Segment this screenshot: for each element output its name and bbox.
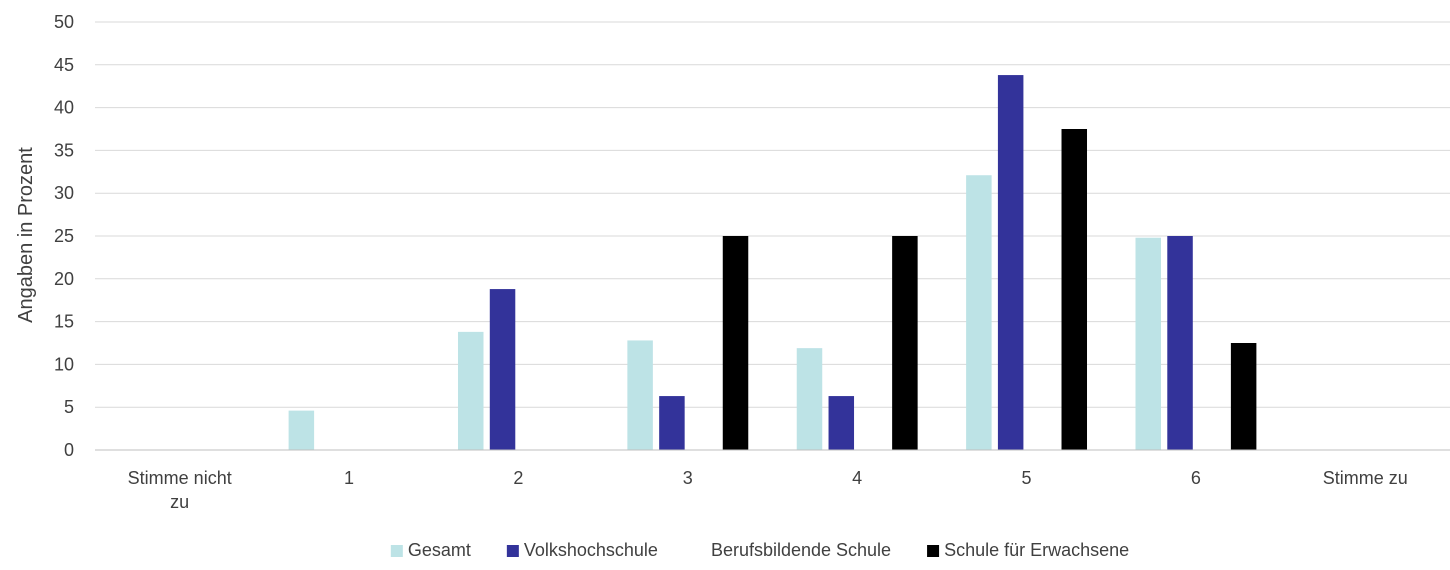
- y-tick-label: 25: [54, 226, 74, 246]
- x-tick-label: 5: [1022, 468, 1032, 488]
- bar-schule-f-r-erwachsene-4: [892, 236, 918, 450]
- legend-label: Berufsbildende Schule: [711, 540, 891, 560]
- x-tick-label: 3: [683, 468, 693, 488]
- x-tick-label: zu: [170, 492, 189, 512]
- bar-gesamt-4: [796, 348, 823, 450]
- y-tick-label: 30: [54, 183, 74, 203]
- bar-schule-f-r-erwachsene-3: [722, 236, 749, 450]
- gridlines: [95, 21, 1450, 408]
- y-tick-label: 0: [64, 440, 74, 460]
- x-tick-label: 2: [513, 468, 523, 488]
- legend-swatch: [390, 545, 403, 557]
- bar-gesamt-5: [966, 175, 992, 450]
- legend-label: Schule für Erwachsene: [944, 540, 1129, 560]
- bar-volkshochschule-6: [1167, 236, 1193, 450]
- bar-gesamt-2: [457, 331, 484, 450]
- bar-volkshochschule-2: [489, 289, 516, 450]
- legend-item: Schule für Erwachsene: [927, 540, 1129, 560]
- y-axis-title: Angaben in Prozent: [15, 147, 37, 323]
- y-tick-label: 50: [54, 12, 74, 32]
- legend-item: Volkshochschule: [506, 540, 658, 560]
- legend-label: Gesamt: [408, 540, 471, 560]
- x-tick-label: 4: [852, 468, 862, 488]
- legend-swatch: [927, 545, 940, 557]
- x-tick-label: Stimme nicht: [128, 468, 232, 488]
- legend: Gesamt Volkshochschule Berufsbildende Schu…: [390, 540, 1129, 560]
- bar-schule-f-r-erwachsene-5: [1061, 129, 1088, 450]
- bar-gesamt-6: [1135, 237, 1161, 450]
- y-tick-label: 5: [64, 397, 74, 417]
- bars: [288, 75, 1257, 451]
- bar-schule-f-r-erwachsene-6: [1230, 343, 1257, 450]
- x-tick-label: Stimme zu: [1323, 468, 1408, 488]
- x-tick-label: 1: [344, 468, 354, 488]
- legend-swatch: [693, 545, 706, 557]
- x-tick-label: 6: [1191, 468, 1201, 488]
- bar-volkshochschule-5: [997, 75, 1024, 451]
- legend-item: Gesamt: [390, 540, 471, 560]
- y-tick-label: 35: [54, 140, 74, 160]
- y-tick-label: 10: [54, 354, 74, 374]
- legend-swatch: [506, 545, 519, 557]
- bar-volkshochschule-3: [659, 396, 685, 450]
- legend-item: Berufsbildende Schule: [693, 540, 891, 560]
- y-tick-label: 45: [54, 55, 74, 75]
- y-tick-label: 20: [54, 269, 74, 289]
- bar-volkshochschule-4: [828, 396, 855, 450]
- bar-gesamt-1: [288, 410, 315, 450]
- bar-gesamt-3: [627, 340, 653, 450]
- y-tick-label: 15: [54, 312, 74, 332]
- legend-label: Volkshochschule: [524, 540, 658, 560]
- y-tick-label: 40: [54, 98, 74, 118]
